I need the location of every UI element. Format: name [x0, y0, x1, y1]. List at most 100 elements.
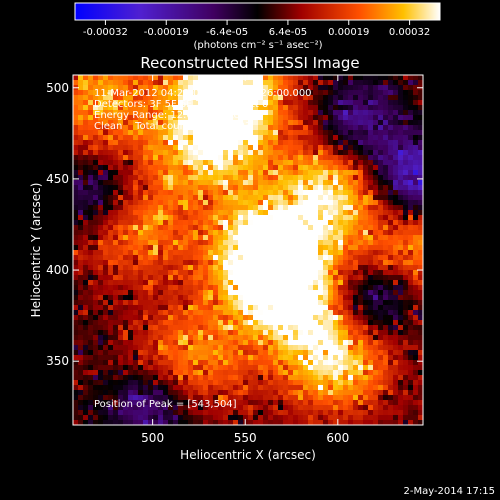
heatmap-cell	[413, 325, 419, 331]
heatmap-cell	[313, 365, 319, 371]
heatmap-cell	[293, 245, 299, 251]
heatmap-cell	[83, 195, 89, 201]
heatmap-cell	[303, 180, 309, 186]
heatmap-cell	[118, 290, 124, 296]
heatmap-cell	[103, 205, 109, 211]
heatmap-cell	[293, 305, 299, 311]
heatmap-cell	[373, 130, 379, 136]
heatmap-cell	[228, 180, 234, 186]
heatmap-cell	[78, 355, 84, 361]
heatmap-cell	[73, 245, 79, 251]
heatmap-cell	[293, 200, 299, 206]
heatmap-cell	[143, 200, 149, 206]
heatmap-cell	[373, 110, 379, 116]
heatmap-cell	[418, 200, 423, 206]
heatmap-cell	[308, 400, 314, 406]
heatmap-cell	[128, 195, 134, 201]
heatmap-cell	[188, 190, 194, 196]
heatmap-cell	[258, 340, 264, 346]
heatmap-cell	[283, 415, 289, 421]
heatmap-cell	[273, 195, 279, 201]
heatmap-cell	[293, 410, 299, 416]
heatmap-cell	[333, 260, 339, 266]
heatmap-cell	[413, 115, 419, 121]
heatmap-cell	[413, 165, 419, 171]
heatmap-cell	[373, 100, 379, 106]
heatmap-cell	[413, 335, 419, 341]
heatmap-cell	[208, 155, 214, 161]
heatmap-cell	[273, 365, 279, 371]
heatmap-cell	[338, 375, 344, 381]
heatmap-cell	[408, 310, 414, 316]
heatmap-cell	[103, 120, 109, 126]
heatmap-cell	[253, 400, 259, 406]
heatmap-cell	[98, 240, 104, 246]
heatmap-cell	[143, 270, 149, 276]
heatmap-cell	[188, 385, 194, 391]
heatmap-cell	[128, 190, 134, 196]
heatmap-cell	[188, 310, 194, 316]
heatmap-cell	[193, 265, 199, 271]
heatmap-cell	[378, 400, 384, 406]
heatmap-cell	[233, 160, 239, 166]
heatmap-cell	[138, 310, 144, 316]
heatmap-cell	[303, 90, 309, 96]
heatmap-cell	[233, 350, 239, 356]
heatmap-cell	[328, 280, 334, 286]
heatmap-cell	[293, 315, 299, 321]
heatmap-cell	[243, 125, 249, 131]
heatmap-cell	[188, 340, 194, 346]
heatmap-cell	[383, 120, 389, 126]
heatmap-cell	[263, 130, 269, 136]
heatmap-cell	[408, 275, 414, 281]
heatmap-cell	[158, 250, 164, 256]
heatmap-cell	[328, 210, 334, 216]
heatmap-cell	[343, 310, 349, 316]
heatmap-cell	[158, 180, 164, 186]
heatmap-cell	[103, 370, 109, 376]
heatmap-cell	[313, 270, 319, 276]
heatmap-cell	[393, 140, 399, 146]
heatmap-cell	[353, 275, 359, 281]
heatmap-cell	[253, 145, 259, 151]
heatmap-cell	[268, 265, 274, 271]
heatmap-cell	[413, 245, 419, 251]
heatmap-cell	[398, 335, 404, 341]
heatmap-cell	[233, 250, 239, 256]
heatmap-cell	[203, 175, 209, 181]
heatmap-cell	[178, 145, 184, 151]
heatmap-cell	[118, 310, 124, 316]
heatmap-cell	[368, 240, 374, 246]
heatmap-cell	[118, 405, 124, 411]
heatmap-cell	[178, 125, 184, 131]
heatmap-cell	[373, 240, 379, 246]
heatmap-cell	[258, 140, 264, 146]
heatmap-cell	[393, 185, 399, 191]
heatmap-cell	[173, 265, 179, 271]
heatmap-cell	[328, 125, 334, 131]
heatmap-cell	[288, 415, 294, 421]
heatmap-cell	[333, 270, 339, 276]
heatmap-cell	[213, 200, 219, 206]
heatmap-cell	[228, 245, 234, 251]
heatmap-cell	[408, 120, 414, 126]
heatmap-cell	[413, 385, 419, 391]
heatmap-cell	[93, 80, 99, 86]
heatmap-cell	[388, 335, 394, 341]
heatmap-cell	[283, 360, 289, 366]
heatmap-cell	[348, 155, 354, 161]
heatmap-cell	[188, 395, 194, 401]
heatmap-cell	[128, 175, 134, 181]
heatmap-cell	[188, 270, 194, 276]
heatmap-cell	[313, 210, 319, 216]
heatmap-cell	[178, 275, 184, 281]
heatmap-cell	[338, 180, 344, 186]
heatmap-cell	[383, 330, 389, 336]
heatmap-cell	[333, 225, 339, 231]
heatmap-cell	[188, 280, 194, 286]
heatmap-cell	[328, 135, 334, 141]
heatmap-cell	[98, 250, 104, 256]
heatmap-cell	[238, 190, 244, 196]
heatmap-cell	[83, 400, 89, 406]
heatmap-cell	[393, 360, 399, 366]
